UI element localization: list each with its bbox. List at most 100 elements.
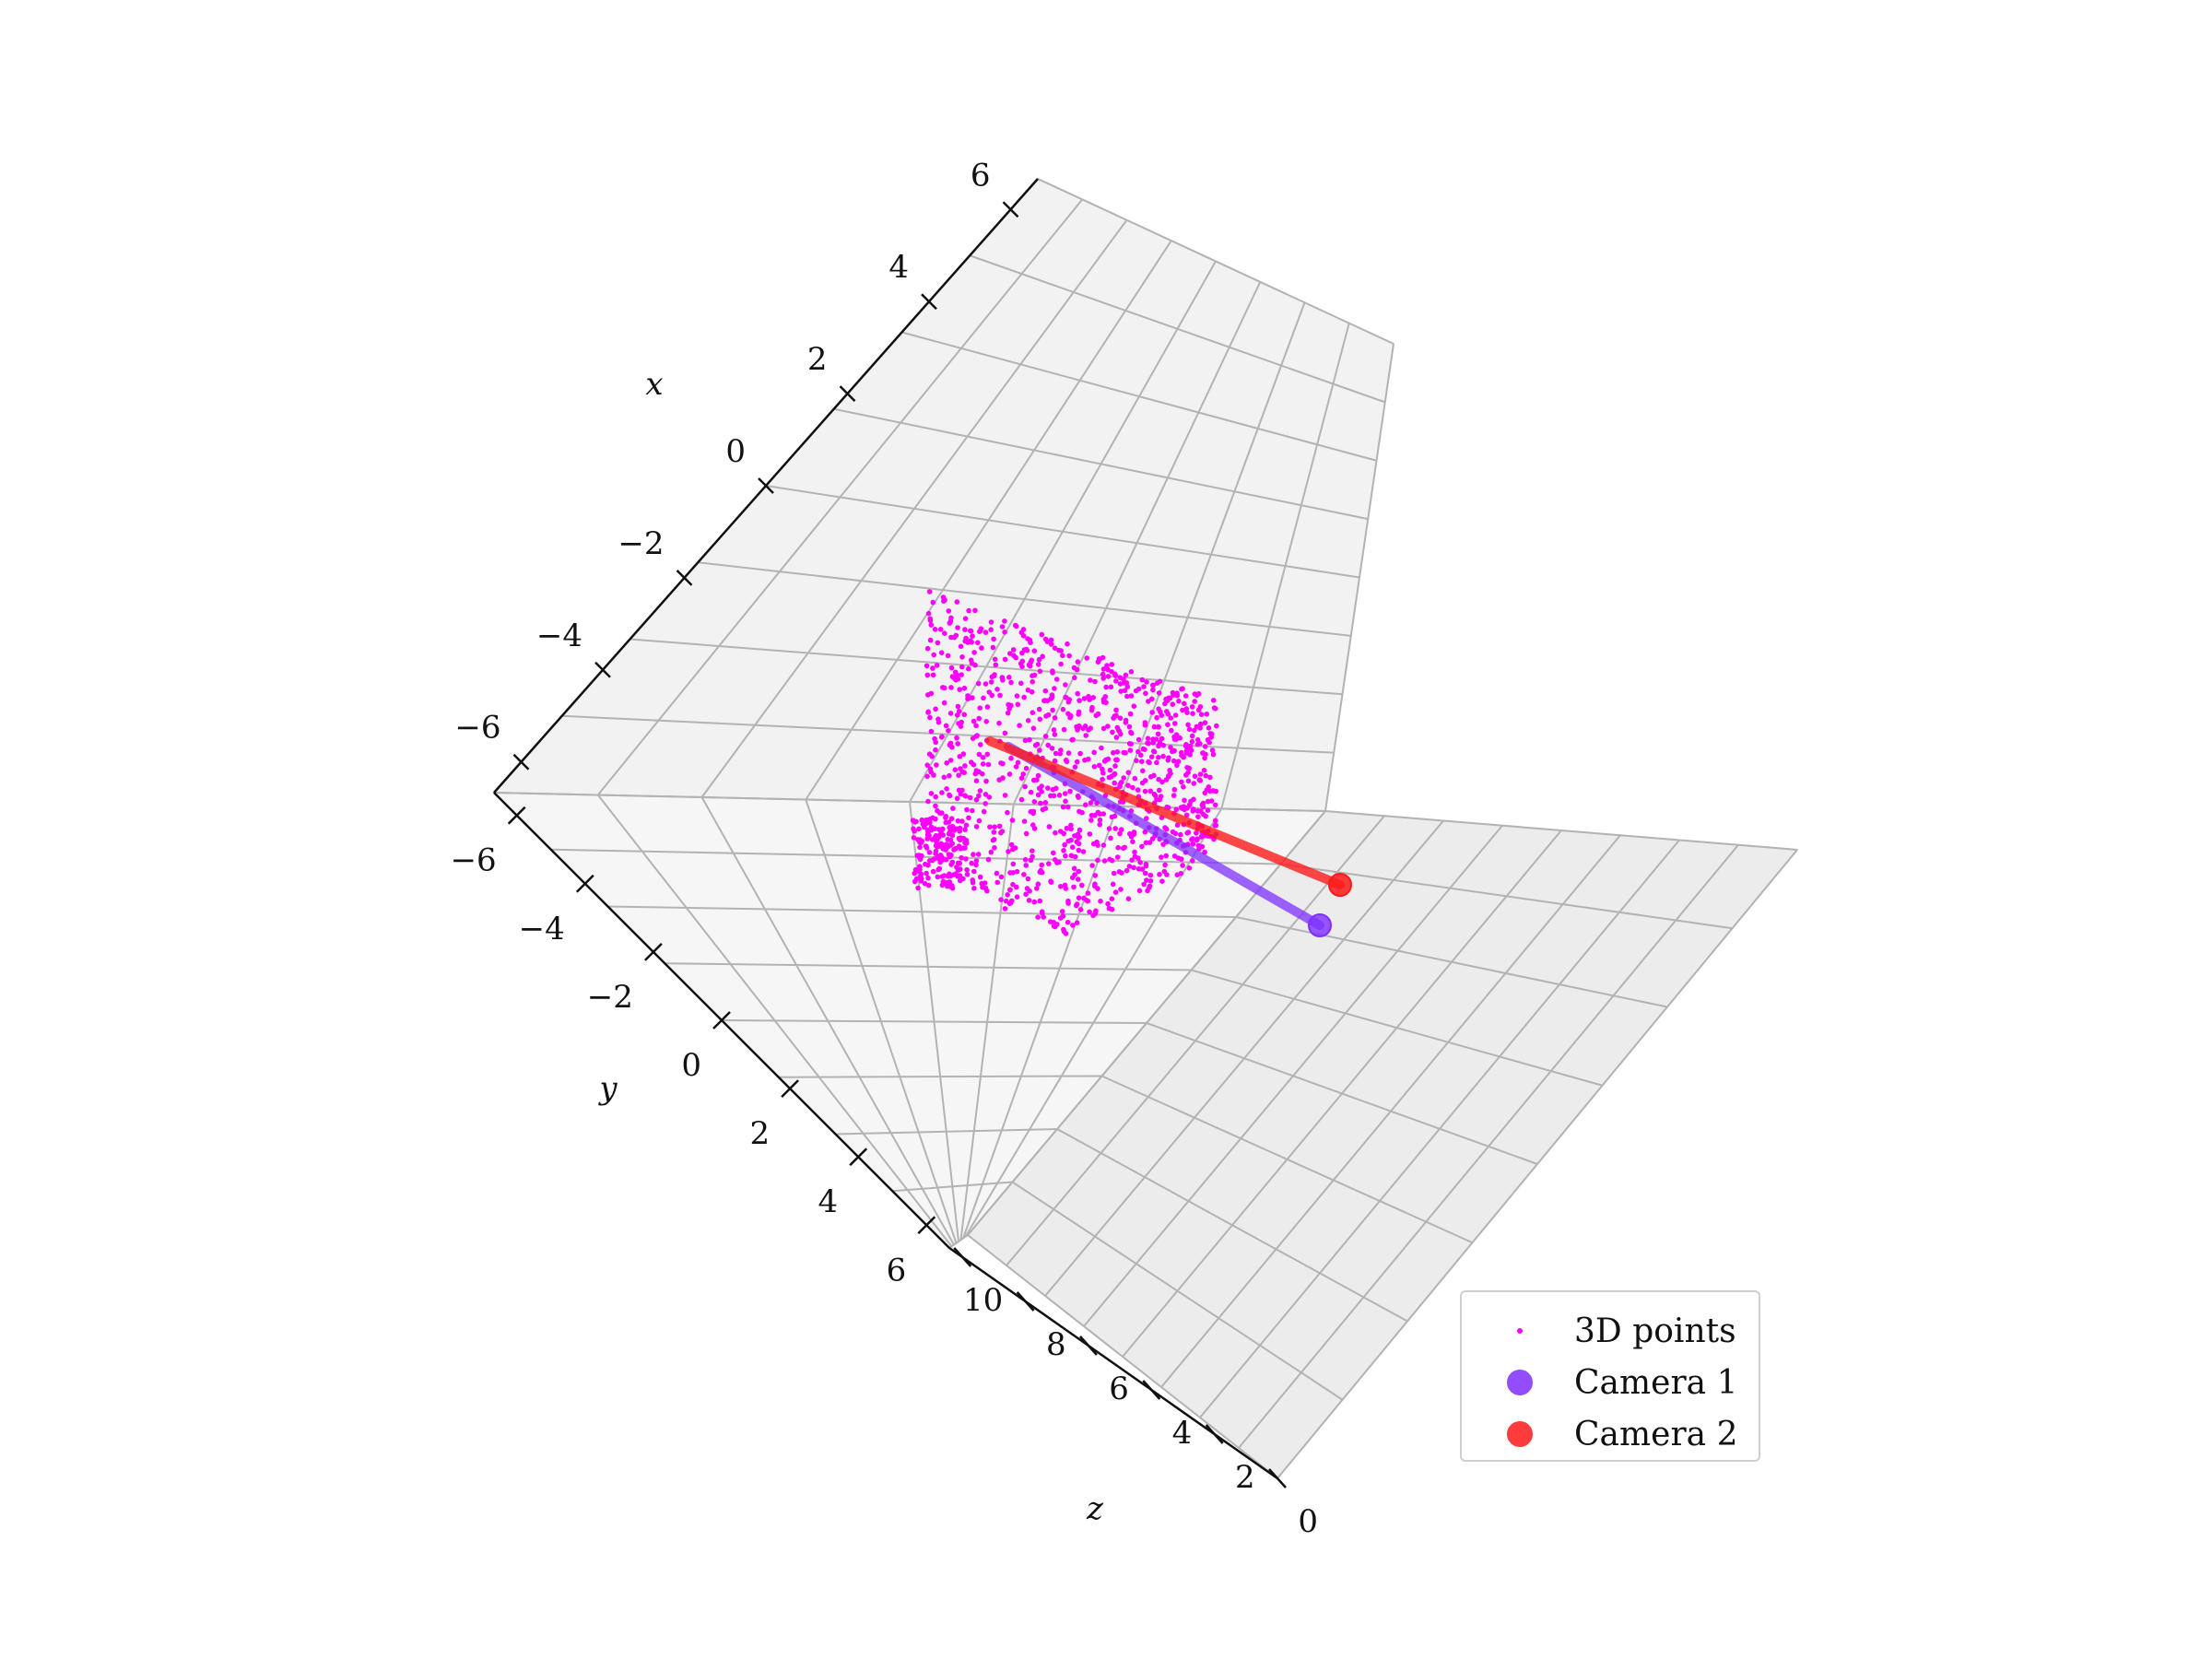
point-marker [933, 842, 939, 849]
point-marker [1108, 835, 1113, 841]
point-marker [1065, 699, 1072, 705]
point-marker [1098, 899, 1103, 904]
point-marker [1063, 853, 1068, 859]
point-marker [1075, 877, 1081, 882]
z-axis-tick [953, 1247, 972, 1267]
point-marker [936, 865, 943, 872]
point-marker [1201, 768, 1207, 773]
point-marker [958, 643, 964, 650]
point-marker [1133, 688, 1139, 694]
point-marker [1127, 830, 1133, 837]
point-marker [1030, 678, 1035, 685]
point-marker [1067, 788, 1073, 794]
point-marker [1198, 834, 1205, 840]
point-marker [1088, 677, 1093, 683]
point-marker [1036, 706, 1042, 712]
point-marker [1038, 800, 1043, 806]
point-marker [925, 710, 931, 715]
point-marker [939, 843, 946, 849]
point-marker [940, 832, 946, 838]
point-marker [1210, 698, 1217, 703]
point-marker [1177, 735, 1182, 741]
point-marker [1206, 784, 1212, 790]
point-marker [1027, 736, 1032, 743]
point-marker [1178, 831, 1183, 838]
point-marker [1113, 735, 1120, 740]
point-marker [1191, 781, 1197, 786]
point-marker [1128, 741, 1134, 747]
grid-lines [493, 178, 1798, 1479]
point-marker [948, 685, 954, 690]
point-marker [1146, 699, 1151, 704]
point-marker [1005, 892, 1010, 898]
x-axis-tick-label: 6 [971, 157, 991, 194]
point-marker [1087, 909, 1092, 915]
point-marker [1198, 712, 1205, 717]
point-marker [1128, 730, 1135, 736]
point-marker [926, 751, 933, 757]
point-marker [1050, 707, 1055, 713]
point-marker [925, 610, 932, 617]
point-marker [1171, 758, 1177, 764]
point-marker [1202, 720, 1208, 725]
point-marker [971, 650, 977, 655]
point-marker [1124, 867, 1130, 874]
grid-line-floor-a [835, 1128, 1058, 1135]
point-marker [1067, 714, 1073, 721]
point-marker [1212, 822, 1218, 829]
point-marker [1118, 887, 1124, 892]
point-marker [1186, 765, 1192, 771]
point-marker [968, 628, 973, 634]
point-marker [990, 837, 996, 843]
point-marker [1188, 747, 1194, 753]
point-marker [1162, 825, 1168, 830]
point-marker [1149, 696, 1155, 702]
point-marker [1111, 749, 1116, 756]
point-marker [1156, 706, 1161, 712]
point-marker [972, 607, 978, 614]
point-marker [1205, 798, 1211, 805]
point-marker [1049, 746, 1055, 751]
point-marker [951, 872, 957, 877]
point-marker [918, 878, 924, 884]
point-marker [994, 687, 1000, 692]
point-marker [923, 861, 928, 867]
point-marker [946, 830, 952, 837]
point-marker [928, 827, 935, 833]
point-marker [1100, 725, 1107, 732]
point-marker [935, 834, 942, 840]
point-marker [961, 770, 967, 775]
point-marker [1074, 666, 1080, 673]
point-marker [992, 824, 997, 830]
point-marker [1023, 830, 1030, 837]
point-marker [1086, 693, 1091, 700]
point-marker [1121, 775, 1126, 781]
point-marker [1159, 712, 1165, 718]
point-marker [972, 662, 978, 668]
point-marker [1048, 641, 1054, 647]
point-marker [984, 704, 991, 710]
point-marker [1185, 830, 1192, 835]
point-marker [1042, 688, 1049, 694]
point-marker [993, 662, 999, 668]
point-marker [1096, 656, 1102, 662]
grid-line-floor-b [909, 801, 959, 1242]
point-marker [1074, 839, 1080, 845]
point-marker [1083, 733, 1088, 738]
point-marker [1063, 682, 1068, 688]
point-marker [941, 700, 947, 706]
point-marker [1107, 767, 1113, 773]
point-marker [1099, 745, 1104, 751]
point-marker [954, 795, 960, 802]
point-marker [941, 598, 947, 604]
point-marker [977, 705, 982, 711]
point-marker [1187, 752, 1193, 758]
point-marker [1053, 830, 1058, 836]
point-marker [1018, 680, 1024, 687]
point-marker [1085, 890, 1091, 896]
grid-line-top-b [1220, 323, 1350, 809]
point-marker [1031, 672, 1038, 678]
point-marker [1021, 694, 1027, 700]
point-marker [962, 793, 968, 798]
y-axis-label: y [597, 1070, 618, 1107]
